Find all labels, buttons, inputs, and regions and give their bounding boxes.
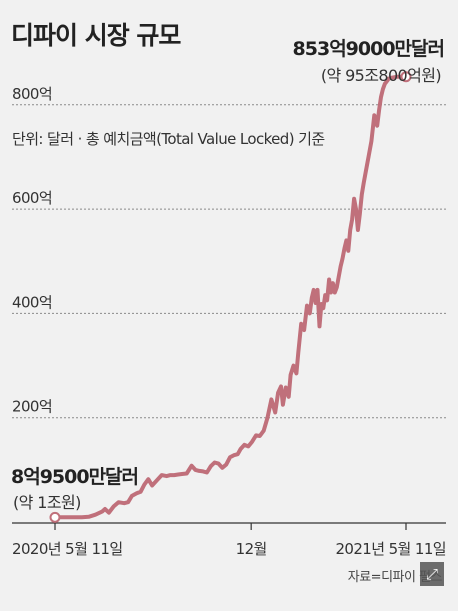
y-tick-label: 600억	[12, 189, 52, 207]
series-layer	[49, 71, 412, 523]
unit-note: 단위: 달러 · 총 예치금액(Total Value Locked) 기준	[12, 128, 329, 149]
start-value-label: 8억9500만달러	[11, 466, 139, 488]
y-tick-label: 200억	[12, 398, 52, 416]
expand-icon[interactable]: ⤢	[420, 562, 444, 586]
x-tick-label: 2021년 5월 11일	[335, 540, 446, 558]
chart-title: 디파이 시장 규모	[11, 21, 181, 50]
y-tick-label: 800억	[12, 85, 52, 103]
y-tick-label: 400억	[12, 293, 52, 311]
source-note: 자료=디파이 펄스	[347, 570, 443, 585]
tvl-series-line	[53, 74, 408, 520]
end-value-sublabel: (약 95조800억원)	[320, 66, 442, 85]
axis-ticks: 200억 400억 600억 800억 2020년 5월 11일 12월 2021년 5월 …	[12, 85, 447, 558]
gridlines	[12, 104, 446, 524]
x-tick-label: 12월	[236, 540, 267, 558]
x-tick-label: 2020년 5월 11일	[12, 540, 123, 558]
start-point-marker	[49, 511, 61, 523]
end-value-label: 853억9000만달러	[292, 38, 445, 60]
start-value-sublabel: (약 1조원)	[13, 493, 81, 512]
end-point-marker	[400, 71, 412, 83]
